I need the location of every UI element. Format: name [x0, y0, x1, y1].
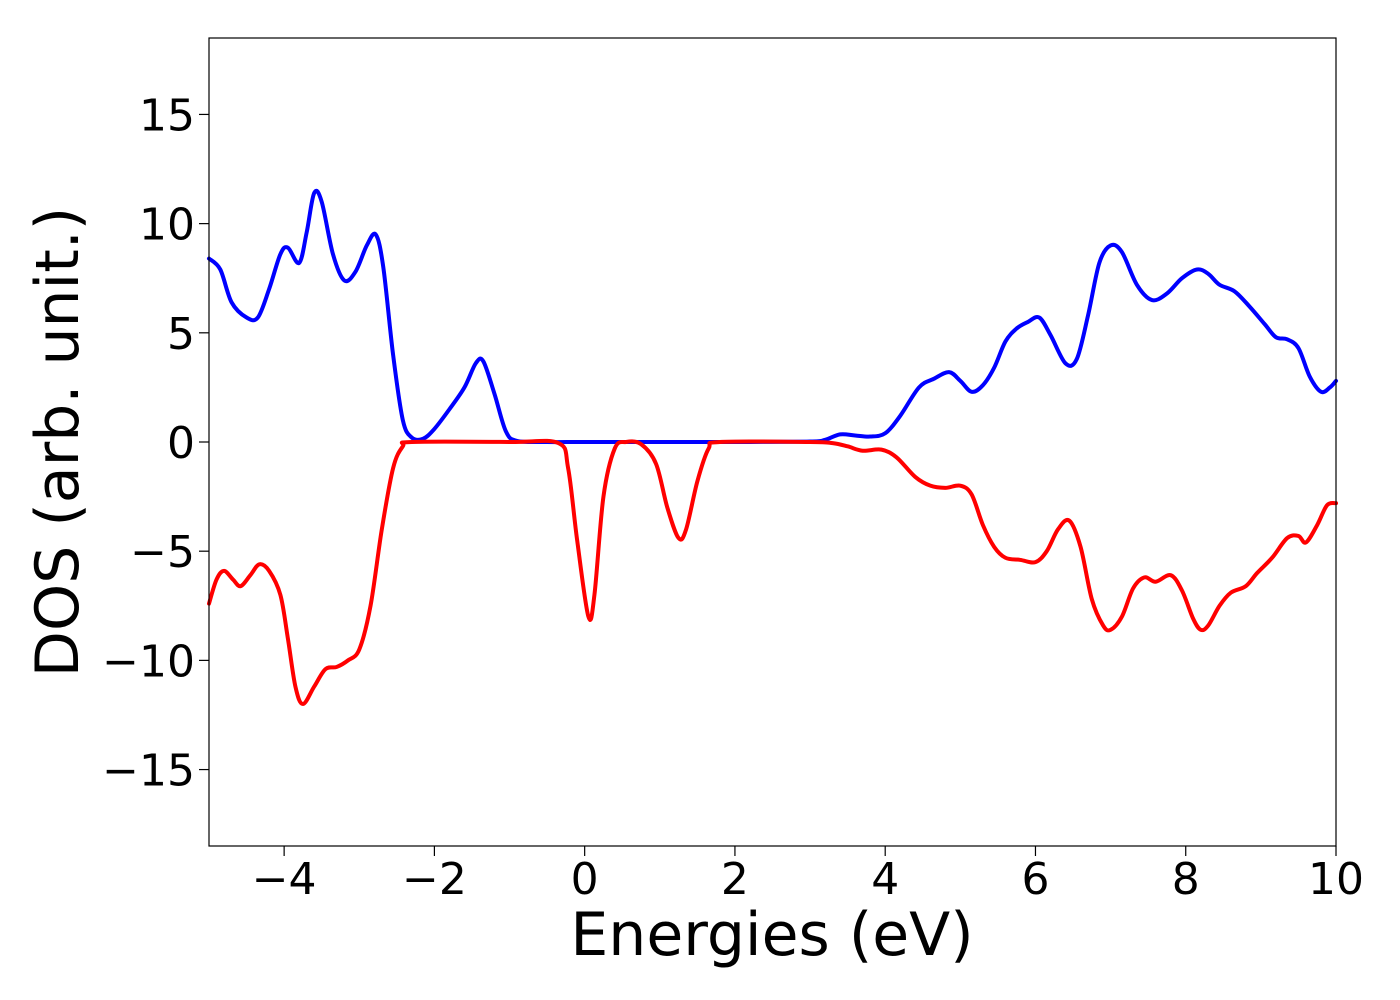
y-axis-label: DOS (arb. unit.): [23, 207, 93, 677]
y-tick-label: −5: [130, 527, 195, 578]
series-line-spin-down: [207, 438, 1338, 707]
x-tick-label: 6: [1021, 854, 1049, 905]
x-tick-label: −4: [252, 854, 317, 905]
x-axis-label: Energies (eV): [570, 900, 973, 970]
y-tick-label: 10: [139, 200, 195, 251]
y-axis: 15 10 5 0 −5 −10 −15: [102, 90, 209, 797]
x-tick-label: 2: [721, 854, 749, 905]
y-tick-label: 0: [167, 418, 195, 469]
x-tick-label: 10: [1308, 854, 1364, 905]
x-tick-label: 4: [871, 854, 899, 905]
y-tick-label: −10: [102, 636, 195, 687]
y-tick-label: −15: [102, 746, 195, 797]
y-tick-label: 15: [139, 90, 195, 141]
x-axis: −4 −2 0 2 4 6 8 10: [252, 846, 1364, 905]
series-group: [207, 188, 1338, 707]
x-tick-label: 0: [571, 854, 599, 905]
x-tick-label: −2: [402, 854, 467, 905]
y-tick-label: 5: [167, 309, 195, 360]
series-line-spin-up: [207, 188, 1338, 445]
x-tick-label: 8: [1172, 854, 1200, 905]
